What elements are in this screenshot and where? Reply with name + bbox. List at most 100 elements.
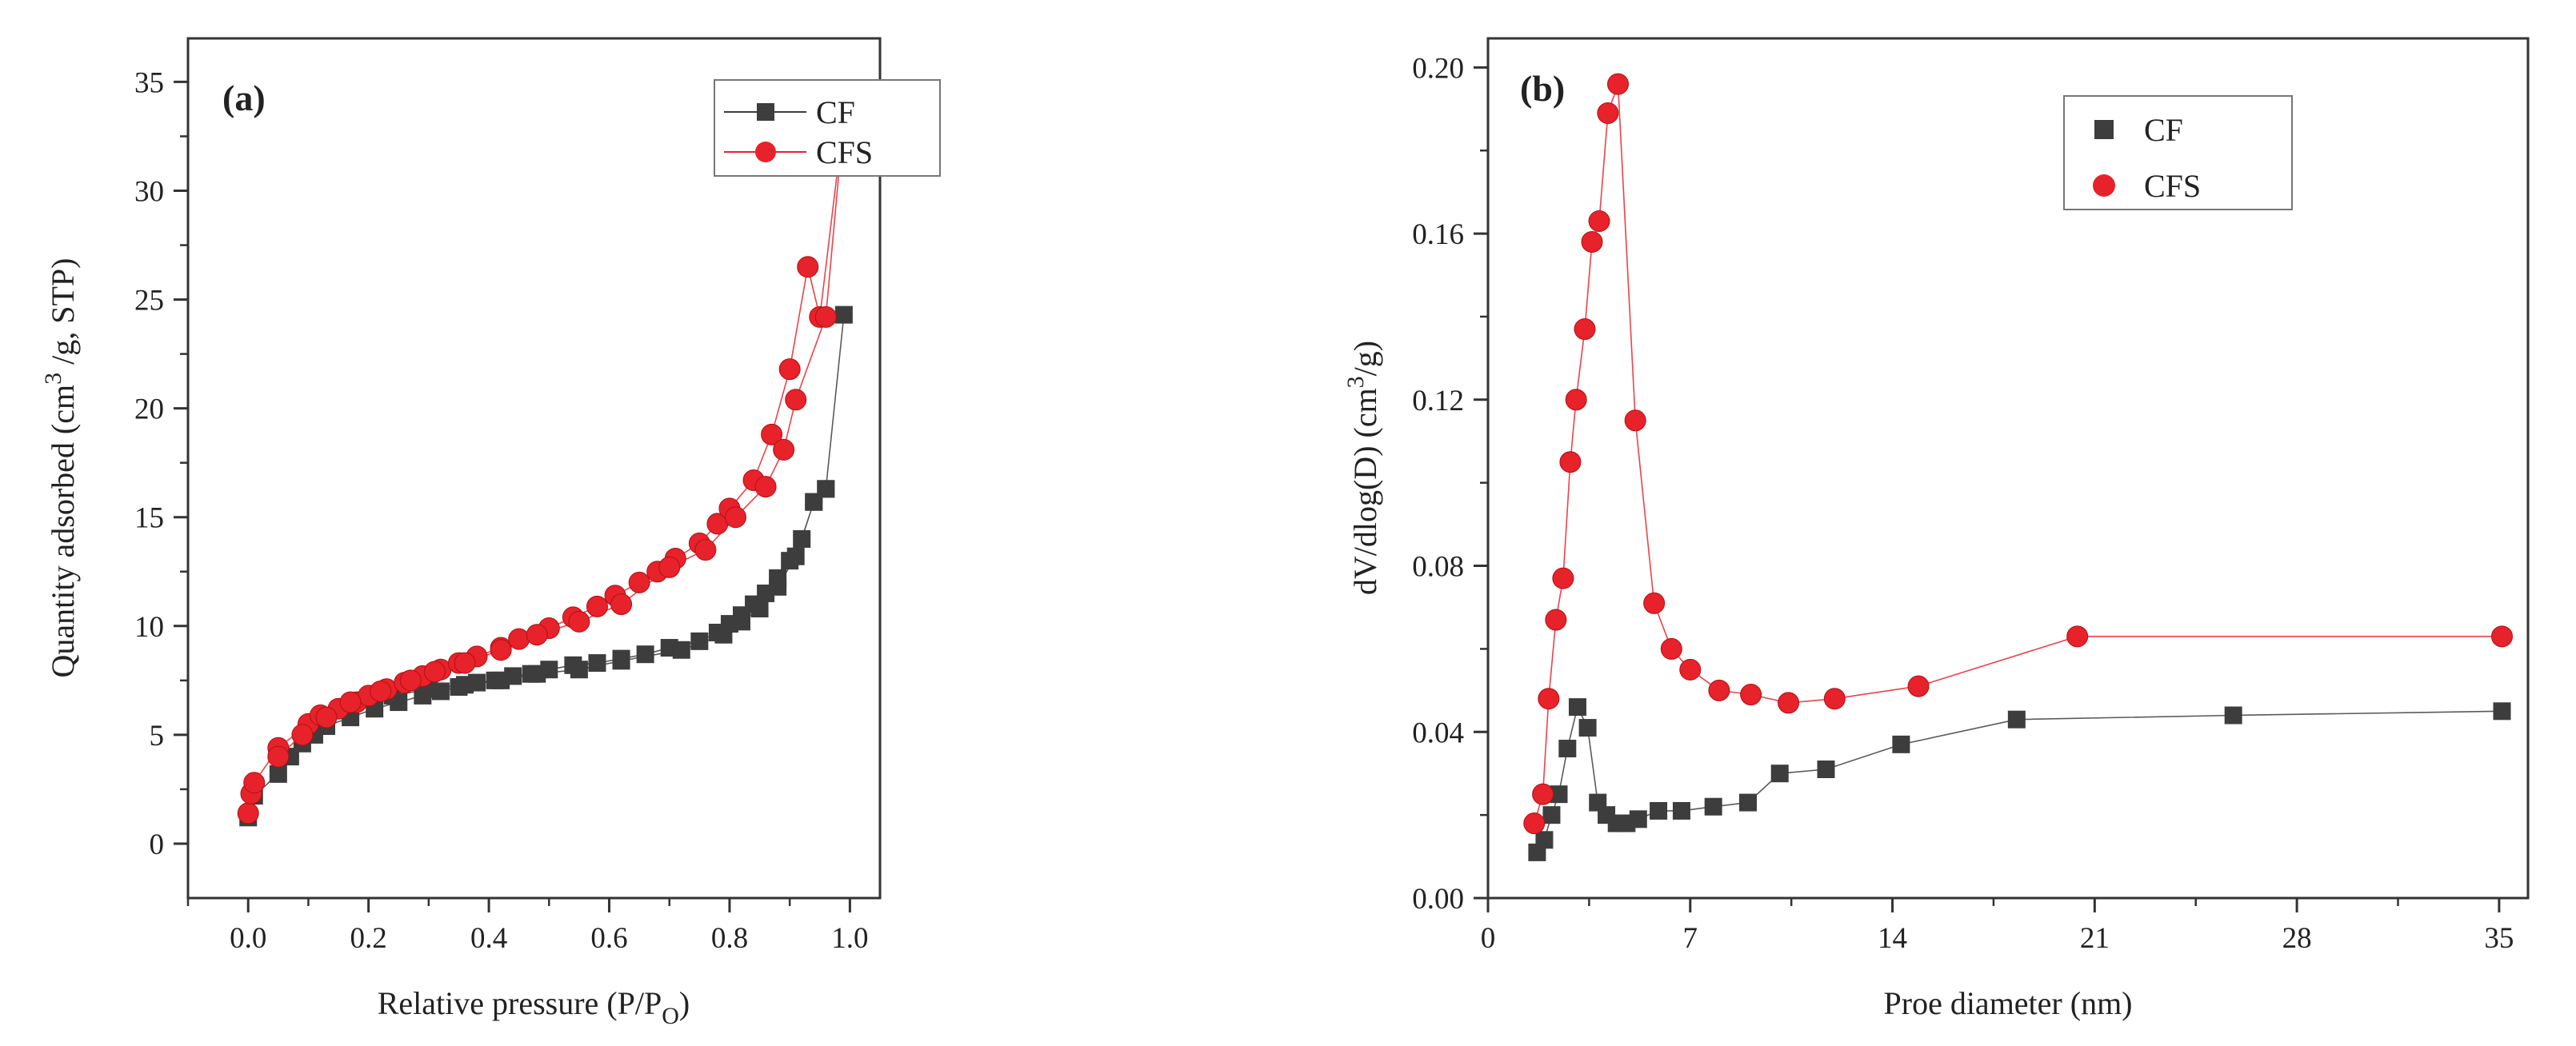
legend-cfs-label: CFS (2144, 168, 2201, 204)
series-cf-point (834, 305, 853, 324)
panel-a-y-ticks: 0 5 10 15 20 25 30 35 (134, 66, 188, 861)
legend-cf-label: CF (2144, 112, 2183, 148)
y-tick-label: 0 (150, 828, 165, 861)
series-cfs-point (568, 610, 590, 633)
series-cfs-point (785, 389, 807, 411)
series-cf-point (2007, 710, 2026, 729)
series-cfs-point (1778, 692, 1800, 714)
series-cf-point (1672, 801, 1690, 820)
series-cf-point (2224, 706, 2242, 725)
y-tick-label: 0.00 (1412, 883, 1464, 916)
series-cf-point (636, 645, 654, 664)
series-cfs-point (658, 556, 681, 578)
series-cf-point (612, 652, 630, 670)
panel-b-legend: CF CFS (2063, 95, 2293, 210)
series-cfs-point (1532, 783, 1554, 805)
series-cf-point (1650, 801, 1668, 820)
series-cfs-point (1597, 102, 1619, 124)
panel-a-x-ticks: 0.0 0.2 0.4 0.6 0.8 1.0 (186, 898, 869, 955)
series-cfs-point (1559, 451, 1582, 473)
series-cf-point (1770, 765, 1789, 783)
series-cfs-point (814, 305, 837, 328)
series-cf-point (1739, 793, 1757, 812)
y-tick-label: 20 (134, 393, 164, 426)
series-cfs-point (586, 595, 608, 617)
y-tick-label: 5 (150, 720, 165, 753)
series-cfs-point (237, 802, 259, 824)
series-cfs-point (2491, 625, 2513, 648)
x-tick-label: 28 (2282, 922, 2312, 955)
y-tick-label: 30 (134, 176, 164, 209)
x-tick-label: 1.0 (831, 922, 868, 955)
series-cfs-point (1523, 812, 1546, 835)
panel-b-series-layer (1523, 73, 2513, 861)
series-cf-point (1892, 735, 1910, 753)
series-cf-point (492, 671, 510, 689)
y-tick-label: 0.08 (1412, 551, 1464, 584)
panel-a-x-axis-label: Relative pressure (P/PO) (378, 985, 690, 1029)
x-tick-label: 0.4 (470, 922, 507, 955)
series-cfs-point (267, 745, 290, 768)
x-tick-label: 14 (1878, 922, 1907, 955)
y-tick-label: 0.12 (1412, 385, 1464, 417)
series-cf-point (1535, 831, 1554, 849)
series-cfs-point (526, 624, 548, 646)
y-tick-label: 0.20 (1412, 52, 1464, 85)
series-cfs-point (339, 691, 362, 713)
series-cfs-point (1581, 230, 1603, 253)
series-cf-point (714, 625, 733, 644)
series-cf-point (733, 613, 750, 631)
series-cfs-point (1679, 658, 1702, 681)
series-cfs-point (1588, 210, 1610, 233)
series-cf-point (528, 665, 546, 683)
series-cfs-point (1624, 409, 1646, 432)
y-tick-label: 25 (134, 285, 164, 317)
panel-a-legend: CF CFS (714, 79, 941, 177)
legend-cfs-marker (755, 142, 776, 162)
series-cf-point (805, 493, 823, 511)
panel-b-label: (b) (1520, 68, 1565, 109)
x-tick-label: 7 (1683, 922, 1698, 955)
series-cfs-point (315, 706, 338, 729)
panel-a-plot-frame (186, 37, 882, 900)
x-tick-label: 0.2 (350, 922, 387, 955)
series-cfs-point (724, 506, 746, 529)
series-cf-point (1558, 740, 1577, 758)
series-cfs-point (454, 652, 476, 674)
series-cfs-point (610, 593, 633, 616)
panel-a-legend-box (714, 79, 941, 177)
panel-a-series-layer (237, 106, 855, 827)
panel-a-label: (a) (222, 78, 266, 118)
panel-a-chart: 0.0 0.2 0.4 0.6 0.8 1.0 0 5 10 15 20 25 30 35 (a) Re… (40, 37, 941, 1029)
series-cfs-point (423, 661, 446, 683)
series-cfs-point (370, 680, 392, 702)
series-cfs-point (773, 438, 795, 461)
series-cfs-point (761, 423, 783, 445)
y-tick-label: 15 (134, 502, 164, 535)
series-cf-line (1536, 705, 2502, 853)
series-cfs-point (399, 669, 422, 692)
x-tick-label: 21 (2080, 922, 2110, 955)
series-cfs-point (797, 256, 819, 278)
series-cfs-point (1538, 688, 1560, 710)
y-tick-label: 0.04 (1412, 717, 1464, 749)
series-cfs-point (291, 724, 314, 746)
x-tick-label: 0.6 (590, 922, 627, 955)
panel-b-plot-frame (1486, 37, 2530, 900)
series-cf-point (269, 765, 287, 783)
series-cfs-point (628, 571, 650, 593)
series-cf-point (672, 641, 690, 659)
series-cf-point (690, 632, 709, 650)
series-cfs-point (508, 628, 530, 650)
legend-cfs-label: CFS (816, 134, 873, 170)
x-tick-label: 35 (2484, 922, 2514, 955)
panel-b-y-ticks: 0.00 0.04 0.08 0.12 0.16 0.20 (1412, 52, 1488, 916)
series-cf-point (1629, 810, 1647, 828)
y-tick-label: 35 (134, 66, 164, 99)
series-cfs-point (1545, 609, 1567, 631)
series-cfs-point (2066, 625, 2089, 648)
x-tick-label: 0 (1481, 922, 1496, 955)
panel-b-chart: 0 7 14 21 28 35 0.000.040.080.120.160.20 (b) … (1342, 37, 2530, 1021)
series-cf-point (1578, 719, 1597, 737)
series-cfs-point (1574, 318, 1596, 341)
